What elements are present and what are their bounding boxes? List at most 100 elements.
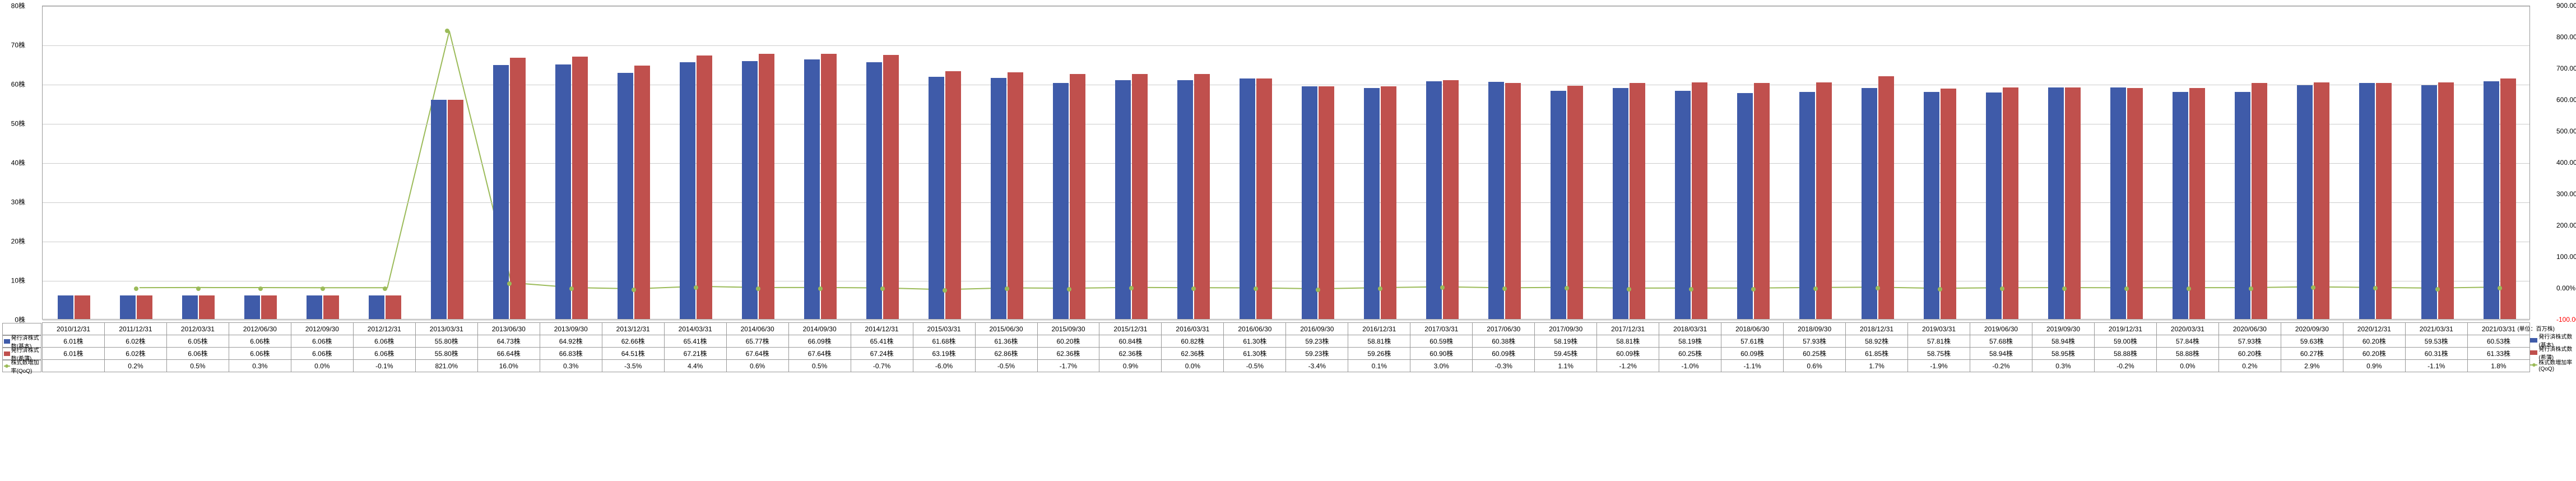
table-cell: 0.2% — [104, 360, 166, 372]
table-cell: 58.88株 — [2094, 348, 2156, 360]
plot-area — [42, 6, 2530, 320]
table-cell: 60.20株 — [2343, 335, 2405, 348]
table-cell: -0.2% — [2094, 360, 2156, 372]
table-cell: 60.20株 — [1037, 335, 1099, 348]
table-cell: 2020/09/30 — [2281, 323, 2343, 335]
rate-point — [1813, 286, 1818, 291]
table-row-basic: 6.01株6.02株6.05株6.06株6.06株6.06株55.80株64.7… — [43, 335, 2530, 348]
table-cell: 0.6% — [1784, 360, 1846, 372]
table-cell: 2017/06/30 — [1473, 323, 1535, 335]
bar-diluted — [1692, 82, 1707, 319]
rate-point — [1689, 287, 1693, 292]
rate-point — [2498, 286, 2502, 290]
table-cell: 2020/03/31 — [2156, 323, 2218, 335]
table-cell: 2019/12/31 — [2094, 323, 2156, 335]
table-cell: 2012/09/30 — [291, 323, 353, 335]
bar-diluted — [945, 71, 961, 319]
table-cell: 2010/12/31 — [43, 323, 105, 335]
table-cell: 61.85株 — [1846, 348, 1908, 360]
bar-diluted — [697, 55, 712, 319]
bar-basic — [120, 295, 136, 319]
table-cell: 16.0% — [477, 360, 540, 372]
bar-basic — [2421, 85, 2437, 319]
table-cell: 3.0% — [1410, 360, 1473, 372]
table-cell: 2017/09/30 — [1535, 323, 1597, 335]
table-cell: 6.06株 — [353, 348, 415, 360]
table-cell: 2012/03/31 — [166, 323, 229, 335]
bar-diluted — [2376, 83, 2392, 319]
table-cell: -0.3% — [1473, 360, 1535, 372]
table-cell: 0.0% — [2156, 360, 2218, 372]
bar-diluted — [1194, 74, 1210, 319]
table-cell: 2015/12/31 — [1099, 323, 1162, 335]
table-cell: 58.75株 — [1908, 348, 1970, 360]
table-cell: 60.38株 — [1473, 335, 1535, 348]
table-cell: -0.5% — [1224, 360, 1286, 372]
table-cell: 0.3% — [540, 360, 602, 372]
table-cell: 2012/06/30 — [229, 323, 291, 335]
legend-rate-r: 株式数増加率(QoQ) — [2538, 358, 2575, 372]
rate-point — [2373, 286, 2378, 290]
bar-diluted — [1381, 86, 1396, 319]
bar-diluted — [1505, 83, 1521, 319]
bar-diluted — [1941, 89, 1956, 319]
bar-basic — [991, 78, 1006, 319]
bar-diluted — [2189, 88, 2205, 319]
table-cell: 2020/06/30 — [2218, 323, 2281, 335]
bar-basic — [1053, 83, 1069, 319]
table-cell: -3.4% — [1286, 360, 1348, 372]
table-cell: 0.6% — [726, 360, 788, 372]
table-cell: 6.06株 — [291, 348, 353, 360]
bar-basic — [929, 77, 944, 319]
table-cell: 2019/03/31 — [1908, 323, 1970, 335]
bar-diluted — [883, 55, 899, 319]
bar-diluted — [386, 295, 401, 319]
legend-swatch-diluted-icon — [2530, 350, 2537, 355]
table-cell: 2015/09/30 — [1037, 323, 1099, 335]
table-cell: 2021/03/31 — [2405, 323, 2467, 335]
table-cell: 2020/12/31 — [2343, 323, 2405, 335]
rate-point — [1876, 286, 1880, 290]
table-cell: 60.82株 — [1162, 335, 1224, 348]
bar-basic — [804, 59, 820, 319]
table-cell: 61.33株 — [2467, 348, 2529, 360]
bar-diluted — [2127, 88, 2143, 319]
bar-diluted — [137, 295, 152, 319]
swatch-diluted-icon — [4, 351, 10, 356]
bar-diluted — [199, 295, 215, 319]
bar-basic — [58, 295, 73, 319]
table-cell: 60.09株 — [1473, 348, 1535, 360]
table-cell: 58.81株 — [1597, 335, 1659, 348]
bar-basic — [2297, 85, 2313, 319]
rate-point — [943, 288, 947, 293]
table-cell: 2019/06/30 — [1970, 323, 2032, 335]
table-cell: 62.66株 — [602, 335, 664, 348]
bar-basic — [1986, 92, 2002, 319]
bar-basic — [244, 295, 260, 319]
table-cell: 60.25株 — [1784, 348, 1846, 360]
table-cell: 59.53株 — [2405, 335, 2467, 348]
table-cell: 65.41株 — [851, 335, 913, 348]
rate-point — [880, 286, 885, 291]
table-cell: 66.64株 — [477, 348, 540, 360]
bar-basic — [1924, 92, 1939, 319]
table-cell: -1.2% — [1597, 360, 1659, 372]
bar-diluted — [1319, 86, 1334, 319]
table-cell: 64.73株 — [477, 335, 540, 348]
table-cell: 57.61株 — [1721, 335, 1784, 348]
table-cell: 0.2% — [2218, 360, 2281, 372]
table-cell: 67.24株 — [851, 348, 913, 360]
table-cell: 62.36株 — [1037, 348, 1099, 360]
rate-point — [258, 286, 263, 291]
table-cell: 60.53株 — [2467, 335, 2529, 348]
table-cell: -0.5% — [975, 360, 1037, 372]
table-cell: 6.06株 — [353, 335, 415, 348]
table-cell: 2014/12/31 — [851, 323, 913, 335]
table-cell: 2014/06/30 — [726, 323, 788, 335]
table-cell: 0.9% — [2343, 360, 2405, 372]
bar-diluted — [75, 295, 90, 319]
table-cell: 0.1% — [1348, 360, 1410, 372]
table-cell: 55.80株 — [415, 335, 477, 348]
rate-point — [1440, 285, 1445, 290]
table-cell: 0.5% — [166, 360, 229, 372]
